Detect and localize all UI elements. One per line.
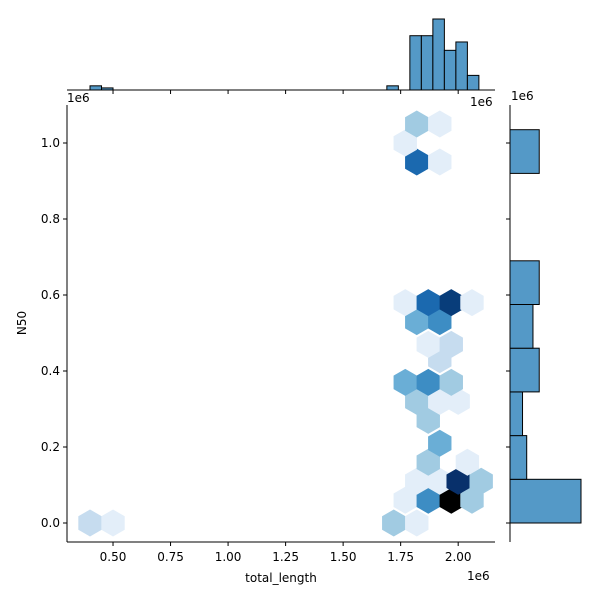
marginal-x-ticks <box>112 90 459 94</box>
hexbin-cell <box>78 509 102 537</box>
x-tick-label: 0.75 <box>157 550 184 564</box>
hexbin-cell <box>393 289 417 317</box>
hexbin-cell <box>428 467 452 495</box>
hexbin-cell <box>428 308 452 336</box>
marginal-y-bar <box>509 478 582 524</box>
hexbin-cell <box>455 448 480 476</box>
x-axis-ticks: 0.50 0.75 1.00 1.25 1.50 1.75 2.00 <box>100 542 472 564</box>
marginal-x-bar <box>466 74 480 91</box>
hexbin-cell <box>405 387 429 415</box>
hexbin-cell <box>460 289 484 317</box>
y-tick-label: 0.8 <box>41 212 60 226</box>
x-tick-label: 0.50 <box>100 550 127 564</box>
marginal-x-offset-label: 1e6 <box>67 91 90 105</box>
marginal-x-histogram <box>89 18 480 91</box>
hexbin-cell <box>405 110 429 138</box>
hexbin-cell <box>428 148 452 176</box>
marginal-x-bar <box>89 85 103 91</box>
hexbin-cell <box>416 289 440 317</box>
x-offset-label: 1e6 <box>467 569 490 583</box>
marginal-y-bar <box>509 435 528 480</box>
y-axis-label: N50 <box>15 311 29 335</box>
x-tick-label: 1.50 <box>330 550 357 564</box>
marginal-x-bar <box>409 35 422 91</box>
y-tick-label: 0.4 <box>41 364 60 378</box>
hexbin-cell <box>428 387 452 415</box>
hexbin-cell <box>428 110 452 138</box>
marginal-y-histogram <box>509 129 582 524</box>
hexbin-cell <box>416 368 440 396</box>
hexbin-cell <box>439 330 463 358</box>
marginal-x-bar <box>386 85 399 91</box>
y-axis-ticks: 0.0 0.2 0.4 0.6 0.8 1.0 <box>41 136 67 530</box>
x-tick-label: 1.25 <box>272 550 299 564</box>
marginal-x-bar <box>432 18 445 91</box>
hexbin-cell <box>469 467 493 495</box>
hexbin-cell <box>382 509 406 537</box>
hexbin-cell <box>405 308 429 336</box>
hexbin-cell <box>416 448 440 476</box>
hexbin-cell <box>416 486 440 514</box>
marginal-x-bar <box>443 49 457 91</box>
y-tick-label: 0.0 <box>41 516 60 530</box>
hexbin-cell <box>416 330 440 358</box>
hexbin-cell <box>393 486 417 514</box>
x-tick-label: 2.00 <box>445 550 472 564</box>
hexbin-cell <box>393 129 417 157</box>
x-offset-label-top: 1e6 <box>470 95 493 109</box>
hexbin-cell <box>101 509 125 537</box>
hexbin-cell <box>416 406 440 434</box>
y-tick-label: 0.2 <box>41 440 60 454</box>
marginal-x-bar <box>420 35 434 91</box>
x-tick-label: 1.00 <box>215 550 242 564</box>
x-tick-label: 1.75 <box>387 550 414 564</box>
marginal-x-bar <box>455 41 468 91</box>
hexbin-cell <box>428 429 452 457</box>
hexbin-cell <box>439 368 463 396</box>
y-tick-label: 1.0 <box>41 136 60 150</box>
marginal-y-offset-label: 1e6 <box>511 89 534 103</box>
hexbin-cell <box>405 467 429 495</box>
marginal-y-bar <box>509 347 540 393</box>
hexbin-cell <box>446 467 470 495</box>
x-axis-label: total_length <box>245 571 317 585</box>
y-tick-label: 0.6 <box>41 288 60 302</box>
marginal-y-ticks <box>506 142 510 524</box>
hexbin-cell <box>405 148 429 176</box>
hexbin-cell <box>393 368 417 396</box>
hexbin-cell <box>405 509 429 537</box>
marginal-y-bar <box>509 391 524 437</box>
marginal-y-bar <box>509 304 534 349</box>
hexbin-cells <box>78 110 493 537</box>
marginal-y-bar <box>509 129 540 174</box>
hexbin-cell <box>460 486 484 514</box>
hexbin-cell <box>439 289 463 317</box>
marginal-y-bar <box>509 260 540 305</box>
